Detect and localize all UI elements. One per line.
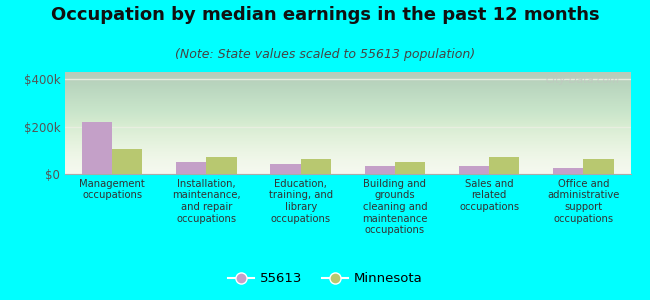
Bar	[207, 157, 237, 174]
Bar	[270, 164, 300, 174]
Bar	[300, 159, 331, 174]
Text: (Note: State values scaled to 55613 population): (Note: State values scaled to 55613 popu…	[175, 48, 475, 61]
Bar	[395, 162, 425, 174]
Bar	[82, 122, 112, 174]
Bar	[584, 159, 614, 174]
Bar	[176, 162, 206, 174]
Bar	[553, 168, 584, 174]
Bar	[112, 149, 142, 174]
Bar	[365, 166, 395, 174]
Bar	[459, 167, 489, 174]
Text: Occupation by median earnings in the past 12 months: Occupation by median earnings in the pas…	[51, 6, 599, 24]
Legend: 55613, Minnesota: 55613, Minnesota	[222, 267, 428, 290]
Text: City-Data.com: City-Data.com	[545, 75, 619, 85]
Bar	[489, 158, 519, 174]
